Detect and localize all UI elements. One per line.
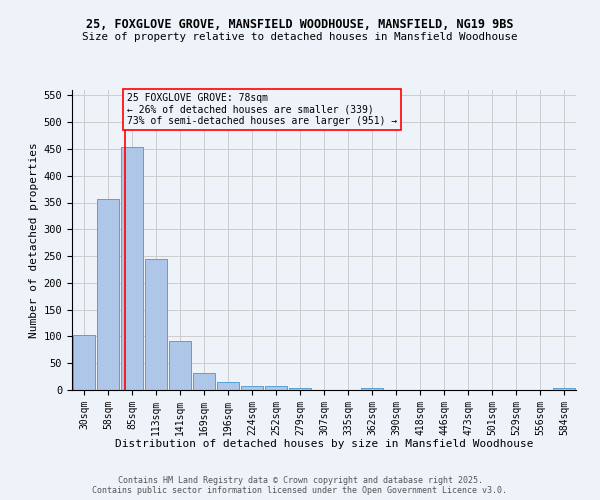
Bar (553, 388, 575, 390)
Text: 25 FOXGLOVE GROVE: 78sqm
← 26% of detached houses are smaller (339)
73% of semi-: 25 FOXGLOVE GROVE: 78sqm ← 26% of detach… (127, 92, 397, 126)
Bar (241, 386, 263, 390)
Bar (217, 382, 239, 390)
Bar (121, 148, 143, 390)
Bar (289, 388, 311, 390)
Text: Size of property relative to detached houses in Mansfield Woodhouse: Size of property relative to detached ho… (82, 32, 518, 42)
X-axis label: Distribution of detached houses by size in Mansfield Woodhouse: Distribution of detached houses by size … (115, 439, 533, 449)
Bar (193, 374, 215, 390)
Text: 25, FOXGLOVE GROVE, MANSFIELD WOODHOUSE, MANSFIELD, NG19 9BS: 25, FOXGLOVE GROVE, MANSFIELD WOODHOUSE,… (86, 18, 514, 30)
Text: Contains HM Land Registry data © Crown copyright and database right 2025.
Contai: Contains HM Land Registry data © Crown c… (92, 476, 508, 495)
Bar (169, 341, 191, 390)
Bar (265, 386, 287, 390)
Bar (97, 198, 119, 390)
Bar (361, 388, 383, 390)
Y-axis label: Number of detached properties: Number of detached properties (29, 142, 40, 338)
Bar (145, 259, 167, 390)
Bar (73, 335, 95, 390)
